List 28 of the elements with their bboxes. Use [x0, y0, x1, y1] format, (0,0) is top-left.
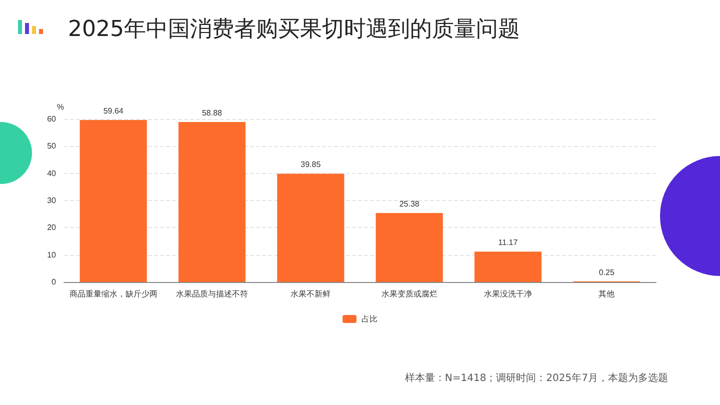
x-tick-label: 其他 [598, 290, 615, 298]
y-tick-label: 30 [47, 196, 57, 205]
data-label: 0.25 [598, 268, 615, 277]
data-label: 58.88 [202, 108, 223, 118]
bar [376, 213, 443, 282]
x-tick-label: 水果不新鲜 [290, 290, 331, 298]
chart-title: 2025年中国消费者购买果切时遇到的质量问题 [68, 16, 520, 44]
data-label: 11.17 [498, 238, 518, 248]
y-tick-label: 60 [47, 114, 57, 124]
x-tick-label: 商品重量缩水，缺斤少两 [69, 290, 158, 298]
y-tick-label: 10 [47, 250, 57, 260]
data-label: 39.85 [300, 160, 322, 170]
bar [474, 252, 542, 282]
data-label: 59.64 [103, 106, 124, 116]
bar [277, 174, 344, 282]
y-tick-label: 40 [47, 168, 57, 178]
y-tick-label: 0 [52, 278, 57, 286]
data-label: 25.38 [399, 200, 420, 209]
y-tick-label: 50 [47, 142, 57, 151]
legend-label: 占比 [362, 314, 378, 324]
text: 样本量：N=1418；调研时间：2025年7月，本题为多选题 [404, 372, 668, 385]
bar [178, 122, 246, 282]
y-tick-label: 20 [47, 223, 57, 232]
x-tick-label: 水果品质与描述不符 [176, 290, 248, 298]
bar [80, 120, 147, 282]
x-tick-label: 水果变质或腐烂 [381, 290, 438, 298]
y-axis-title: % [56, 102, 64, 112]
x-tick-label: 水果没洗干净 [484, 290, 532, 298]
